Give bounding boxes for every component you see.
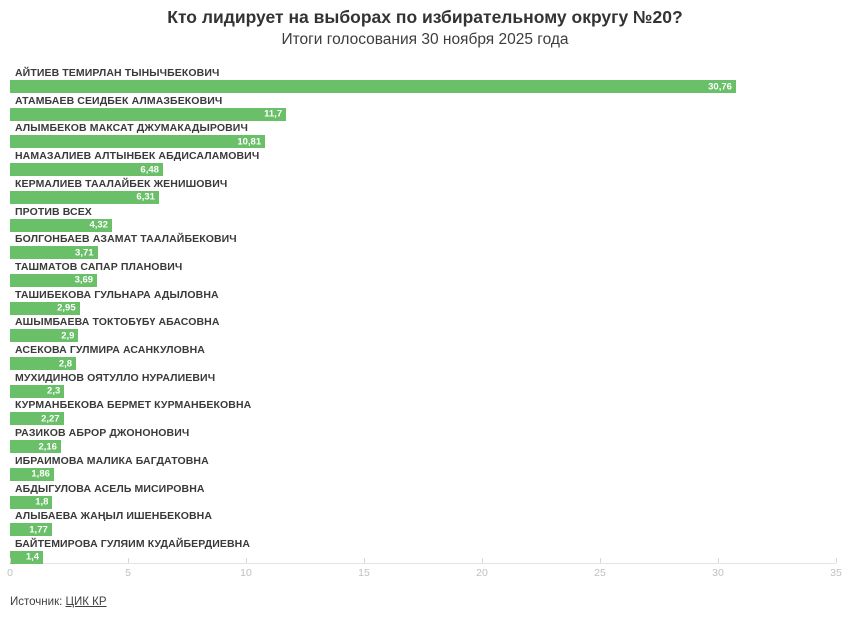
source-label: Источник:	[10, 596, 63, 608]
page-title: Кто лидирует на выборах по избирательном…	[167, 7, 683, 27]
bar-value-label: 2,3	[47, 385, 61, 397]
candidate-label: КУРМАНБЕКОВА БЕРМЕТ КУРМАНБЕКОВНА	[15, 399, 252, 412]
candidate-label: МУХИДИНОВ ОЯТУЛЛО НУРАЛИЕВИЧ	[15, 371, 216, 384]
candidate-label: ПРОТИВ ВСЕХ	[15, 205, 92, 218]
bar-row: АЛЫМБЕКОВ МАКСАТ ДЖУМАКАДЫРОВИЧ 10,81	[10, 123, 836, 149]
x-axis-tick-mark	[718, 558, 719, 563]
bar[interactable]: 4,32	[10, 218, 112, 232]
bar-value-label: 1,77	[29, 524, 48, 536]
bar-row: ПРОТИВ ВСЕХ 4,32	[10, 205, 836, 233]
x-axis-tick-label: 5	[125, 567, 131, 579]
candidate-label: НАМАЗАЛИЕВ АЛТЫНБЕК АБДИСАЛАМОВИЧ	[15, 150, 260, 163]
candidate-label: АСЕКОВА ГУЛМИРА АСАНКУЛОВНА	[15, 344, 205, 356]
candidate-label: КЕРМАЛИЕВ ТААЛАЙБЕК ЖЕНИШОВИЧ	[15, 177, 228, 190]
bar-row: КУРМАНБЕКОВА БЕРМЕТ КУРМАНБЕКОВНА 2,27	[10, 400, 836, 426]
bar-value-label: 2,27	[41, 413, 60, 425]
bar[interactable]: 3,69	[10, 273, 98, 287]
bar-value-label: 2,8	[58, 358, 73, 369]
x-axis-tick-mark	[128, 558, 129, 563]
x-axis-tick-mark	[482, 558, 483, 563]
bar-value-label: 3,71	[75, 247, 94, 259]
candidate-label: ТАШИБЕКОВА ГУЛЬНАРА АДЫЛОВНА	[15, 288, 219, 301]
bar[interactable]: 2,3	[10, 384, 65, 398]
page-subtitle: Итоги голосования 30 ноября 2025 года	[281, 31, 569, 48]
source-link[interactable]: ЦИК КР	[65, 596, 107, 608]
bar[interactable]: 1,8	[10, 495, 53, 509]
bar-value-label: 2,9	[61, 330, 75, 342]
x-axis-tick-label: 25	[594, 567, 606, 579]
x-axis-tick-label: 10	[240, 567, 252, 579]
bar-value-label: 6,31	[136, 191, 155, 203]
bar-value-label: 10,81	[237, 136, 262, 148]
bar[interactable]: 2,8	[10, 357, 77, 370]
x-axis-line	[10, 563, 836, 564]
bar-row: АТАМБАЕВ СЕИДБЕК АЛМАЗБЕКОВИЧ 11,7	[10, 94, 836, 122]
bar[interactable]: 2,9	[10, 329, 79, 343]
bar-row: АШЫМБАЕВА ТОКТОБҮБҮ АБАСОВНА 2,9	[10, 317, 836, 343]
candidate-label: АЛЫМБЕКОВ МАКСАТ ДЖУМАКАДЫРОВИЧ	[15, 122, 248, 135]
bar-value-label: 1,8	[35, 496, 49, 508]
bar-chart: АЙТИЕВ ТЕМИРЛАН ТЫНЫЧБЕКОВИЧ 30,76 АТАМБАЕ…	[7, 68, 842, 580]
x-axis-tick-label: 35	[830, 567, 842, 579]
bar[interactable]: 2,27	[10, 412, 64, 426]
candidate-label: АТАМБАЕВ СЕИДБЕК АЛМАЗБЕКОВИЧ	[15, 94, 223, 107]
bar-row: АСЕКОВА ГУЛМИРА АСАНКУЛОВНА 2,8	[10, 345, 836, 371]
candidate-label: РАЗИКОВ АБРОР ДЖОНОНОВИЧ	[15, 427, 190, 440]
bar-row: АЛЫБАЕВА ЖАҢЫЛ ИШЕНБЕКОВНА 1,77	[10, 511, 836, 537]
candidate-label: АБДЫГУЛОВА АСЕЛЬ МИСИРОВНА	[15, 482, 205, 495]
bar[interactable]: 1,86	[10, 467, 54, 481]
bar-value-label: 4,32	[89, 219, 108, 231]
candidate-label: ТАШМАТОВ САПАР ПЛАНОВИЧ	[15, 260, 183, 273]
bar[interactable]: 30,76	[10, 80, 736, 93]
bar[interactable]: 6,31	[10, 190, 159, 204]
candidate-label: АШЫМБАЕВА ТОКТОБҮБҮ АБАСОВНА	[15, 316, 220, 329]
candidate-label: ИБРАИМОВА МАЛИКА БАГДАТОВНА	[15, 454, 209, 467]
source-footer: Источник: ЦИК КР	[10, 596, 107, 608]
x-axis-tick-mark	[246, 558, 247, 563]
bar[interactable]: 2,16	[10, 440, 61, 454]
x-axis-tick-mark	[10, 558, 11, 563]
bar-row: ТАШИБЕКОВА ГУЛЬНАРА АДЫЛОВНА 2,95	[10, 288, 836, 316]
candidate-label: АЙТИЕВ ТЕМИРЛАН ТЫНЫЧБЕКОВИЧ	[15, 67, 220, 79]
bar-row: НАМАЗАЛИЕВ АЛТЫНБЕК АБДИСАЛАМОВИЧ 6,48	[10, 151, 836, 177]
x-axis-tick-mark	[836, 558, 837, 563]
bar-row: КЕРМАЛИЕВ ТААЛАЙБЕК ЖЕНИШОВИЧ 6,31	[10, 177, 836, 205]
bar-row: МУХИДИНОВ ОЯТУЛЛО НУРАЛИЕВИЧ 2,3	[10, 371, 836, 399]
x-axis-tick-mark	[600, 558, 601, 563]
bar-row: АЙТИЕВ ТЕМИРЛАН ТЫНЫЧБЕКОВИЧ 30,76	[10, 68, 836, 94]
bar-value-label: 30,76	[708, 81, 732, 92]
bar-value-label: 11,7	[264, 108, 283, 120]
bar-value-label: 2,95	[57, 302, 76, 314]
bar[interactable]: 10,81	[10, 135, 266, 149]
bar-row: АБДЫГУЛОВА АСЕЛЬ МИСИРОВНА 1,8	[10, 482, 836, 510]
bar[interactable]: 6,48	[10, 163, 163, 177]
x-axis-tick-label: 20	[476, 567, 488, 579]
bar-row: РАЗИКОВ АБРОР ДЖОНОНОВИЧ 2,16	[10, 428, 836, 454]
candidate-label: БОЛГОНБАЕВ АЗАМАТ ТААЛАЙБЕКОВИЧ	[15, 233, 237, 246]
bar-value-label: 3,69	[74, 274, 94, 286]
candidate-label: БАЙТЕМИРОВА ГУЛЯИМ КУДАЙБЕРДИЕВНА	[15, 537, 251, 550]
bar[interactable]: 1,77	[10, 523, 52, 537]
x-axis-tick-label: 15	[358, 567, 370, 579]
x-axis-tick-label: 0	[7, 567, 13, 579]
bar-value-label: 6,48	[140, 164, 159, 176]
bar[interactable]: 1,4	[10, 550, 44, 564]
bar-value-label: 1,86	[31, 468, 50, 480]
bar-value-label: 1,4	[25, 551, 40, 563]
bar-value-label: 2,16	[38, 441, 57, 453]
candidate-label: АЛЫБАЕВА ЖАҢЫЛ ИШЕНБЕКОВНА	[15, 510, 213, 523]
bar-row: ТАШМАТОВ САПАР ПЛАНОВИЧ 3,69	[10, 260, 836, 288]
bar-row: БАЙТЕМИРОВА ГУЛЯИМ КУДАЙБЕРДИЕВНА 1,4	[10, 537, 836, 565]
bar-row: БОЛГОНБАЕВ АЗАМАТ ТААЛАЙБЕКОВИЧ 3,71	[10, 234, 836, 260]
bar-row: ИБРАИМОВА МАЛИКА БАГДАТОВНА 1,86	[10, 454, 836, 482]
x-axis-tick-label: 30	[712, 567, 724, 579]
bar[interactable]: 3,71	[10, 246, 98, 260]
bar[interactable]: 2,95	[10, 301, 80, 315]
x-axis-tick-mark	[364, 558, 365, 563]
bar[interactable]: 11,7	[10, 107, 287, 121]
